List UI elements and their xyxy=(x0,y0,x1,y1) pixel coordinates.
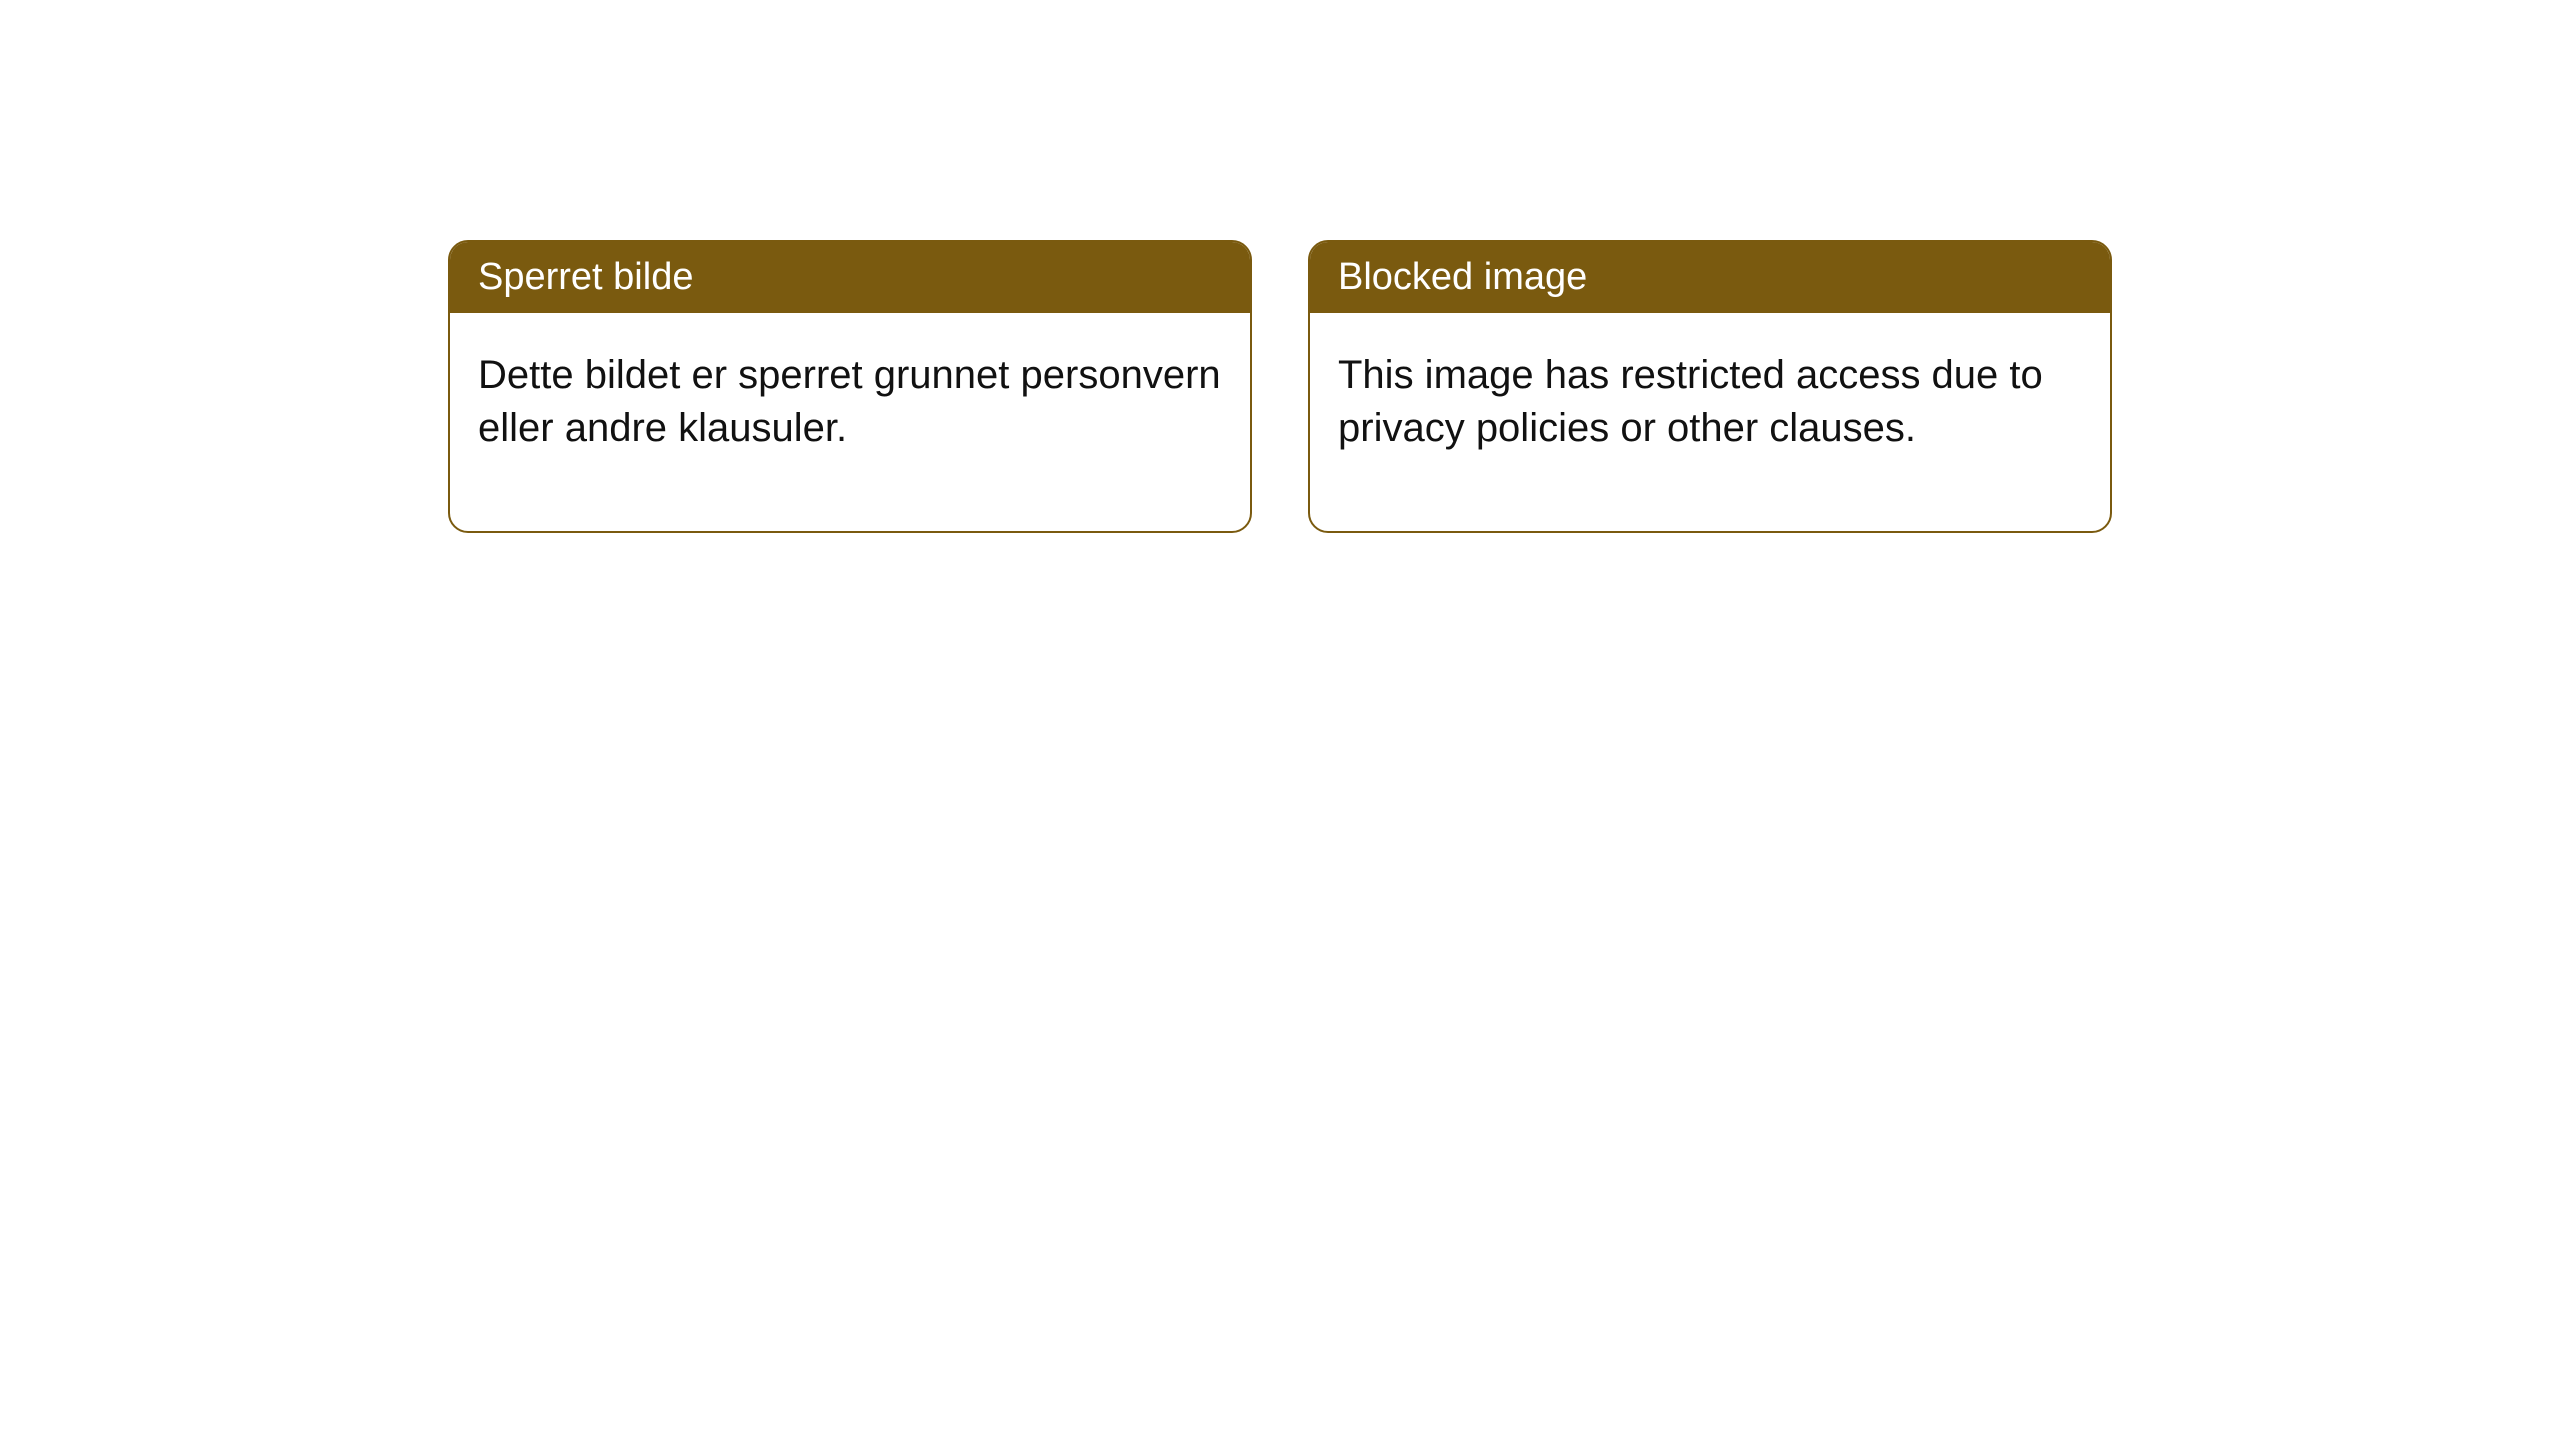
card-header-en: Blocked image xyxy=(1310,242,2110,313)
cards-container: Sperret bilde Dette bildet er sperret gr… xyxy=(0,0,2560,533)
card-header-no: Sperret bilde xyxy=(450,242,1250,313)
card-body-en: This image has restricted access due to … xyxy=(1310,313,2110,531)
blocked-image-card-en: Blocked image This image has restricted … xyxy=(1308,240,2112,533)
card-body-no: Dette bildet er sperret grunnet personve… xyxy=(450,313,1250,531)
blocked-image-card-no: Sperret bilde Dette bildet er sperret gr… xyxy=(448,240,1252,533)
